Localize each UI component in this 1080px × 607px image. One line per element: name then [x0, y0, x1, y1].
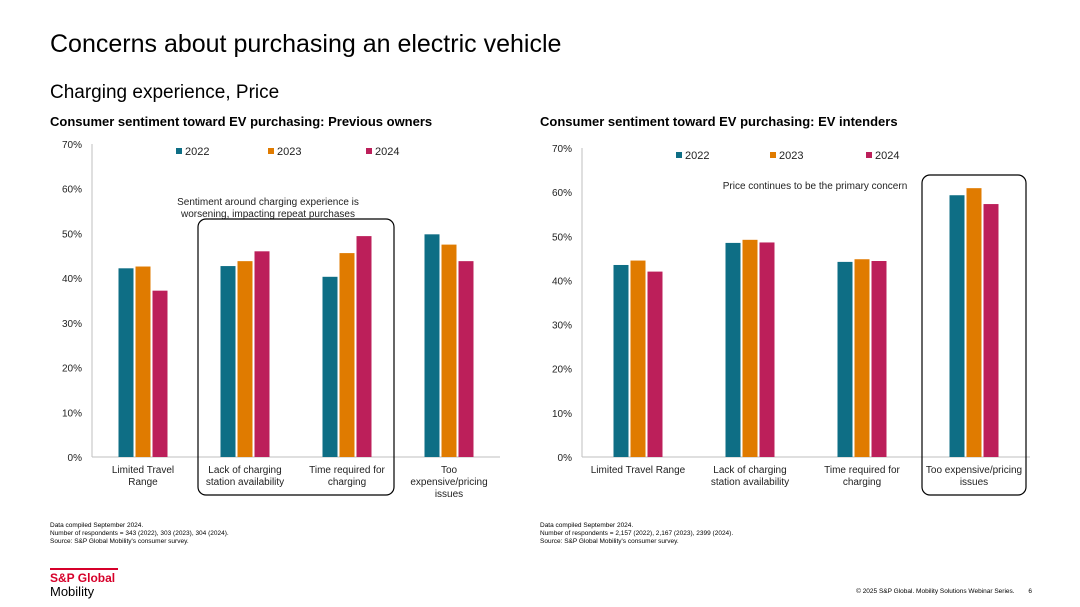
notes-previous-owners: Data compiled September 2024. Number of … [50, 522, 229, 546]
legend-label: 2024 [375, 146, 399, 158]
legend-label: 2022 [685, 150, 709, 162]
logo-text-bottom: Mobility [50, 584, 95, 599]
chart-previous-owners: 0% 10% 20% 30% 40% 50% 60% 70% Limited Travel Ran… [40, 135, 540, 505]
bar-2022 [837, 261, 853, 457]
bar-2024 [254, 251, 270, 457]
legend-label: 2022 [185, 146, 209, 158]
legend-label: 2023 [277, 146, 301, 158]
logo-rule [50, 568, 118, 570]
bar-2023 [135, 266, 151, 457]
annotation-text: Price continues to be the primary concer… [723, 181, 908, 192]
footer-copyright: © 2025 S&P Global. Mobility Solutions We… [856, 588, 1015, 595]
bar-2024 [871, 261, 887, 457]
legend-swatch [676, 152, 682, 158]
bar-2022 [424, 234, 440, 457]
chart-svg: 0% 10% 20% 30% 40% 50% 60% 70% Limited Travel Ran… [62, 140, 500, 500]
bar-2022 [949, 195, 965, 457]
y-tick-label: 60% [62, 185, 82, 196]
bar-2023 [742, 239, 758, 457]
bar-2024 [759, 242, 775, 457]
y-tick-label: 20% [552, 365, 572, 376]
note-line: Source: S&P Global Mobility's consumer s… [540, 538, 679, 545]
chart-title-previous-owners: Consumer sentiment toward EV purchasing:… [50, 114, 433, 129]
notes-ev-intenders: Data compiled September 2024. Number of … [540, 522, 733, 546]
y-tick-label: 30% [62, 319, 82, 330]
page-title: Concerns about purchasing an electric ve… [50, 30, 562, 58]
bar-2023 [237, 261, 253, 457]
x-tick-label: Lack of charging station availability [711, 465, 789, 488]
note-line: Number of respondents = 2,157 (2022), 2,… [540, 530, 734, 537]
x-tick-label: Limited Travel Range [112, 465, 174, 488]
y-tick-label: 40% [62, 274, 82, 285]
legend-swatch [770, 152, 776, 158]
footer: © 2025 S&P Global. Mobility Solutions We… [844, 588, 1032, 595]
legend-swatch [176, 148, 182, 154]
y-tick-label: 0% [68, 453, 83, 464]
legend-label: 2023 [779, 150, 803, 162]
footer-page-number: 6 [1028, 588, 1032, 595]
bar-2023 [441, 244, 457, 457]
chart-ev-intenders: 0% 10% 20% 30% 40% 50% 60% 70% Limited Travel Ra… [530, 135, 1030, 505]
chart-title-ev-intenders: Consumer sentiment toward EV purchasing:… [540, 114, 898, 129]
logo-text-top: S&P Global [50, 571, 116, 585]
legend-swatch [866, 152, 872, 158]
x-tick-label: Lack of charging station availability [206, 465, 284, 488]
highlight-box [921, 174, 1027, 496]
y-tick-label: 60% [552, 188, 572, 199]
legend-label: 2024 [875, 150, 899, 162]
bar-2023 [630, 260, 646, 457]
bar-2023 [339, 253, 355, 457]
y-tick-label: 0% [558, 453, 573, 464]
bar-2022 [725, 242, 741, 457]
bar-2024 [356, 236, 372, 457]
note-line: Number of respondents = 343 (2022), 303 … [50, 530, 229, 537]
y-tick-label: 10% [62, 408, 82, 419]
highlight-box [197, 218, 395, 496]
bar-2024 [152, 290, 168, 457]
y-tick-label: 40% [552, 276, 572, 287]
bar-2022 [118, 268, 134, 457]
x-tick-label: Time required for charging [309, 465, 385, 488]
bar-2023 [854, 259, 870, 457]
y-tick-label: 70% [552, 144, 572, 155]
y-tick-label: 10% [552, 409, 572, 420]
bar-2024 [647, 271, 663, 457]
sp-global-logo: S&P Global Mobility [50, 568, 118, 599]
y-tick-label: 70% [62, 140, 82, 151]
note-line: Data compiled September 2024. [50, 522, 144, 529]
x-tick-label: Time required for charging [824, 465, 900, 488]
bar-2022 [613, 264, 629, 457]
y-tick-label: 50% [552, 232, 572, 243]
y-tick-label: 30% [552, 321, 572, 332]
bar-2024 [983, 204, 999, 457]
legend-swatch [366, 148, 372, 154]
bar-2022 [220, 266, 236, 457]
y-tick-label: 20% [62, 364, 82, 375]
y-tick-label: 50% [62, 229, 82, 240]
page-subtitle: Charging experience, Price [50, 82, 280, 103]
bar-2022 [322, 276, 338, 457]
legend-swatch [268, 148, 274, 154]
bar-2023 [966, 188, 982, 458]
note-line: Data compiled September 2024. [540, 522, 634, 529]
x-tick-label: Too expensive/pricing issues [410, 465, 487, 500]
chart-svg: 0% 10% 20% 30% 40% 50% 60% 70% Limited Travel Ra… [552, 144, 1030, 496]
note-line: Source: S&P Global Mobility's consumer s… [50, 538, 189, 545]
x-tick-label: Limited Travel Range [591, 465, 686, 476]
annotation-text: Sentiment around charging experience is w… [177, 197, 359, 220]
bar-2024 [458, 261, 474, 457]
x-tick-label: Too expensive/pricing issues [926, 465, 1022, 488]
